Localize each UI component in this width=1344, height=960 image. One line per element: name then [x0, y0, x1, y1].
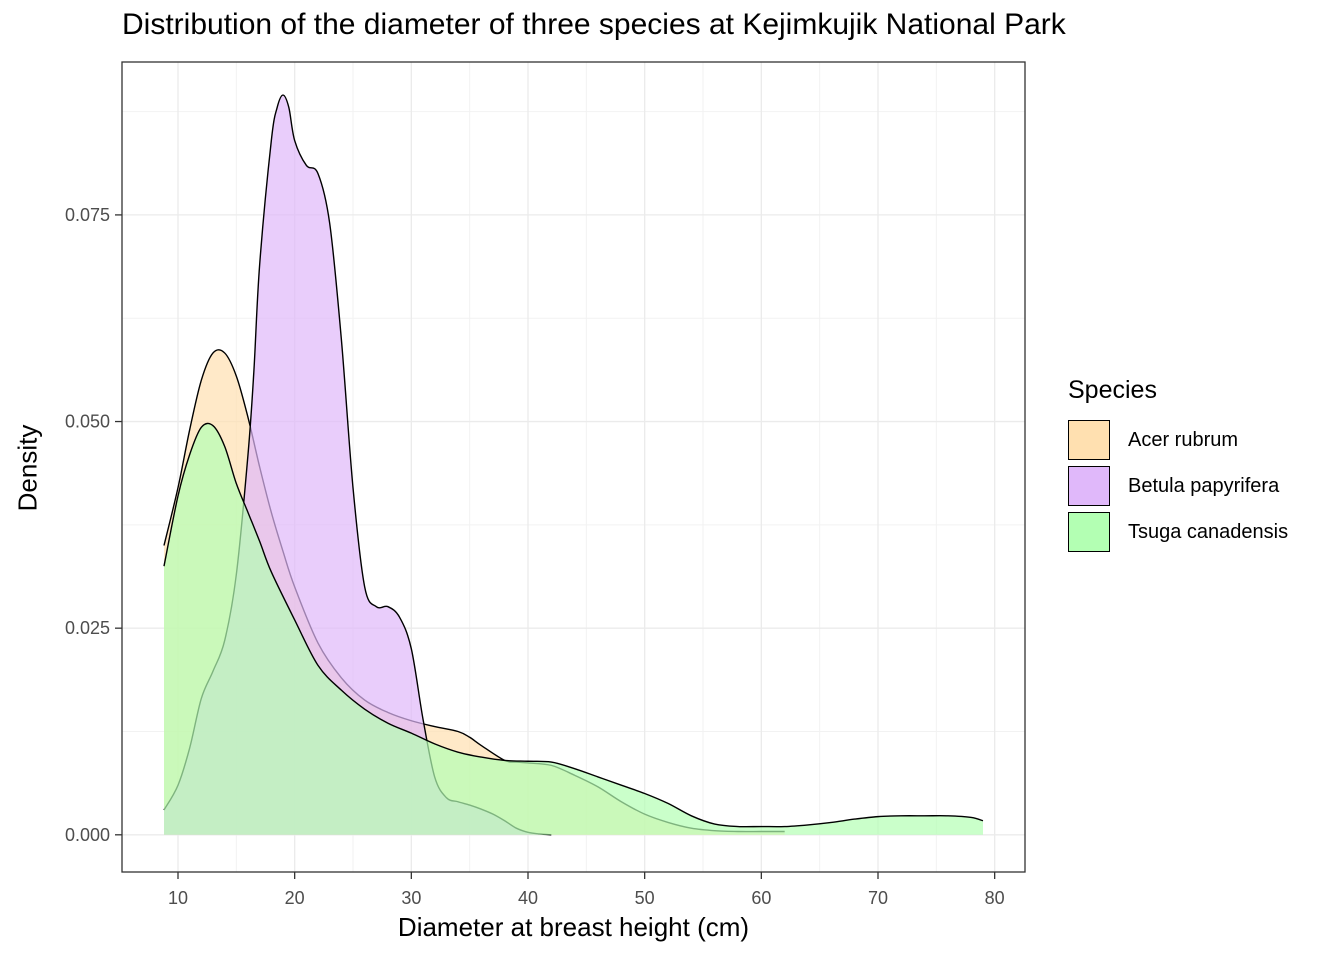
- x-axis: 10 20 30 40 50 60 70 80: [168, 872, 1005, 908]
- legend-item-betula-papyrifera: Betula papyrifera: [1068, 463, 1288, 509]
- y-axis: 0.000 0.025 0.050 0.075: [65, 205, 122, 845]
- legend-item-tsuga-canadensis: Tsuga canadensis: [1068, 509, 1288, 555]
- density-areas: [163, 94, 984, 836]
- x-tick-label: 40: [518, 888, 538, 908]
- panel-border: [121, 61, 1026, 873]
- x-tick-label: 60: [751, 888, 771, 908]
- x-tick-label: 80: [985, 888, 1005, 908]
- legend-key-acer-rubrum: [1068, 420, 1110, 460]
- legend-key-betula-papyrifera: [1068, 466, 1110, 506]
- legend-item-acer-rubrum: Acer rubrum: [1068, 417, 1288, 463]
- x-tick-label: 30: [401, 888, 421, 908]
- legend: Species Acer rubrum Betula papyrifera Ts…: [1068, 376, 1288, 555]
- y-tick-label: 0.075: [65, 205, 110, 225]
- x-tick-label: 70: [868, 888, 888, 908]
- legend-label-tsuga-canadensis: Tsuga canadensis: [1128, 520, 1289, 543]
- y-axis-title: Density: [12, 424, 43, 512]
- y-tick-label: 0.050: [65, 412, 110, 432]
- chart-title: Distribution of the diameter of three sp…: [122, 8, 1066, 41]
- density-area-tsuga-canadensis: [164, 423, 983, 835]
- x-axis-title: Diameter at breast height (cm): [397, 912, 750, 942]
- density-line-tsuga-canadensis: [163, 422, 984, 828]
- y-tick-label: 0.025: [65, 618, 110, 638]
- x-tick-label: 20: [285, 888, 305, 908]
- y-tick-label: 0.000: [65, 825, 110, 845]
- legend-title: Species: [1068, 376, 1157, 404]
- x-tick-label: 50: [635, 888, 655, 908]
- legend-label-betula-papyrifera: Betula papyrifera: [1128, 474, 1280, 497]
- legend-label-acer-rubrum: Acer rubrum: [1128, 428, 1239, 451]
- legend-key-tsuga-canadensis: [1068, 512, 1110, 552]
- x-tick-label: 10: [168, 888, 188, 908]
